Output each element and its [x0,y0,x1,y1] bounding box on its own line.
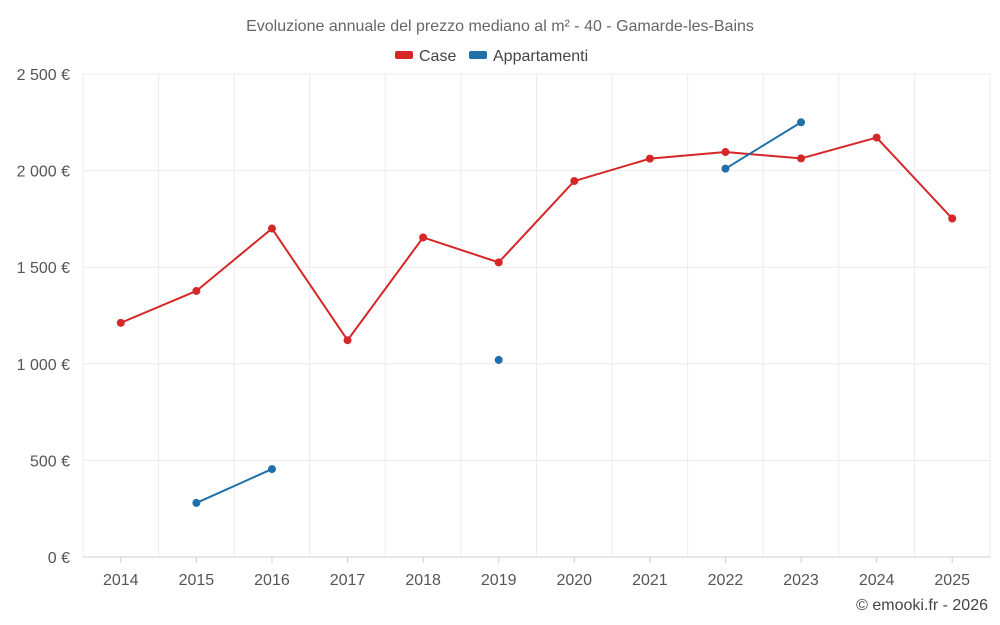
data-point-case-2014[interactable] [116,318,125,327]
data-point-case-2025[interactable] [948,214,957,223]
y-tick-label: 2 000 € [17,164,70,181]
x-tick-label: 2023 [783,572,819,589]
legend-item-appartamenti[interactable]: Appartamenti [469,48,588,65]
series-line-appartamenti [195,468,273,504]
data-point-case-2021[interactable] [645,154,654,163]
data-point-case-2018[interactable] [419,233,428,242]
legend-label-appartamenti: Appartamenti [493,48,588,65]
x-tick-label: 2015 [179,572,215,589]
series [116,118,957,507]
x-tick-label: 2016 [254,572,290,589]
y-tick-label: 1 500 € [17,260,70,277]
series-appartamenti [192,118,806,507]
data-point-case-2017[interactable] [343,336,352,345]
x-tick-label: 2020 [556,572,592,589]
y-tick-label: 2 500 € [17,67,70,84]
data-point-case-2020[interactable] [570,177,579,186]
data-point-case-2022[interactable] [721,148,730,157]
credit-text: © emooki.fr - 2026 [856,597,988,614]
x-tick-label: 2025 [934,572,970,589]
data-point-case-2023[interactable] [797,154,806,163]
data-point-appartamenti-2022[interactable] [721,164,730,173]
data-point-case-2015[interactable] [192,286,201,295]
data-point-case-2016[interactable] [267,224,276,233]
legend-label-case: Case [419,48,456,65]
x-tick-label: 2018 [405,572,441,589]
data-point-appartamenti-2016[interactable] [267,465,276,474]
chart-title: Evoluzione annuale del prezzo mediano al… [246,18,754,35]
series-case [116,133,957,345]
x-tick-label: 2014 [103,572,139,589]
grid [82,73,991,558]
legend-swatch-case [395,51,413,59]
y-tick-label: 0 € [48,550,70,567]
data-point-appartamenti-2015[interactable] [192,498,201,507]
series-line-appartamenti [724,121,802,170]
x-tick-label: 2021 [632,572,668,589]
x-tick-label: 2022 [708,572,744,589]
legend: Case Appartamenti [395,48,588,65]
legend-item-case[interactable]: Case [395,48,456,65]
data-point-appartamenti-2019[interactable] [494,355,503,364]
axes: 0 € 500 € 1 000 € 1 500 € 2 000 € 2 500 € 2014… [17,67,970,589]
data-point-appartamenti-2023[interactable] [797,118,806,127]
y-tick-label: 500 € [30,453,70,470]
x-tick-label: 2017 [330,572,366,589]
data-point-case-2024[interactable] [872,133,881,142]
data-point-case-2019[interactable] [494,258,503,267]
x-tick-label: 2024 [859,572,895,589]
y-tick-label: 1 000 € [17,357,70,374]
x-tick-label: 2019 [481,572,517,589]
series-line-case [120,136,953,342]
legend-swatch-appartamenti [469,51,487,59]
